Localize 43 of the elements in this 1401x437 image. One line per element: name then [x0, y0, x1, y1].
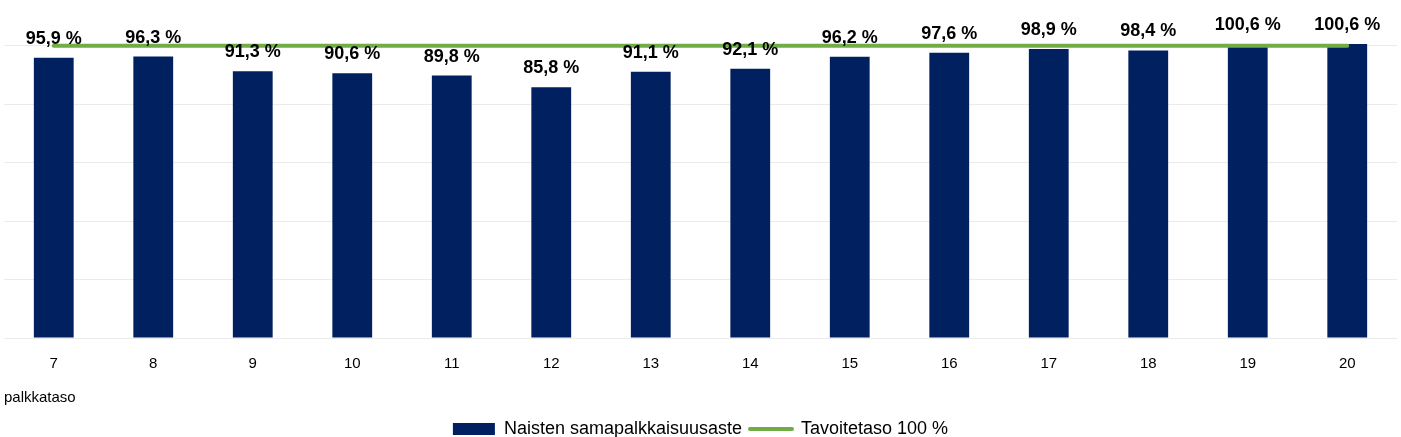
data-label: 85,8 %: [523, 57, 580, 78]
x-tick-label: 18: [1139, 353, 1157, 371]
bar: [232, 71, 273, 338]
data-label: 100,6 %: [1314, 13, 1381, 34]
x-tick-label: 20: [1338, 353, 1356, 371]
bar: [829, 56, 870, 338]
bar: [33, 57, 74, 338]
data-label: 98,9 %: [1020, 18, 1077, 39]
x-tick-label: 9: [248, 353, 257, 371]
bar: [1128, 50, 1169, 338]
bar: [332, 73, 373, 338]
bar: [133, 56, 174, 338]
bar: [929, 52, 970, 338]
data-label: 96,3 %: [125, 26, 182, 47]
x-tick-label: 14: [741, 353, 759, 371]
x-tick-label: 11: [443, 353, 460, 371]
bar: [431, 75, 472, 338]
x-tick-label: 10: [343, 353, 361, 371]
data-label: 91,1 %: [622, 41, 679, 62]
data-label: 91,3 %: [224, 41, 281, 62]
x-tick-label: 15: [841, 353, 859, 371]
bar: [1028, 48, 1069, 338]
data-label: 100,6 %: [1214, 13, 1281, 34]
data-label: 96,2 %: [821, 26, 878, 47]
x-axis-title: palkkataso: [4, 388, 76, 406]
data-label: 98,4 %: [1120, 20, 1177, 41]
x-tick-label: 7: [49, 353, 58, 371]
x-tick-label: 8: [149, 353, 158, 371]
bar: [1327, 44, 1368, 338]
bar: [531, 87, 572, 338]
x-tick-label: 13: [642, 353, 660, 371]
x-tick-label: 12: [542, 353, 560, 371]
data-label: 89,8 %: [423, 45, 480, 66]
x-tick-label: 16: [940, 353, 958, 371]
bar: [630, 71, 671, 338]
legend-label: Naisten samapalkkaisuusaste: [503, 417, 743, 437]
x-tick-label: 19: [1239, 353, 1257, 371]
x-tick-label: 17: [1040, 353, 1058, 371]
bar: [730, 68, 771, 338]
legend-label: Tavoitetaso 100 %: [801, 417, 949, 437]
data-label: 95,9 %: [25, 27, 82, 48]
data-label: 90,6 %: [324, 43, 381, 64]
data-label: 97,6 %: [921, 22, 978, 43]
